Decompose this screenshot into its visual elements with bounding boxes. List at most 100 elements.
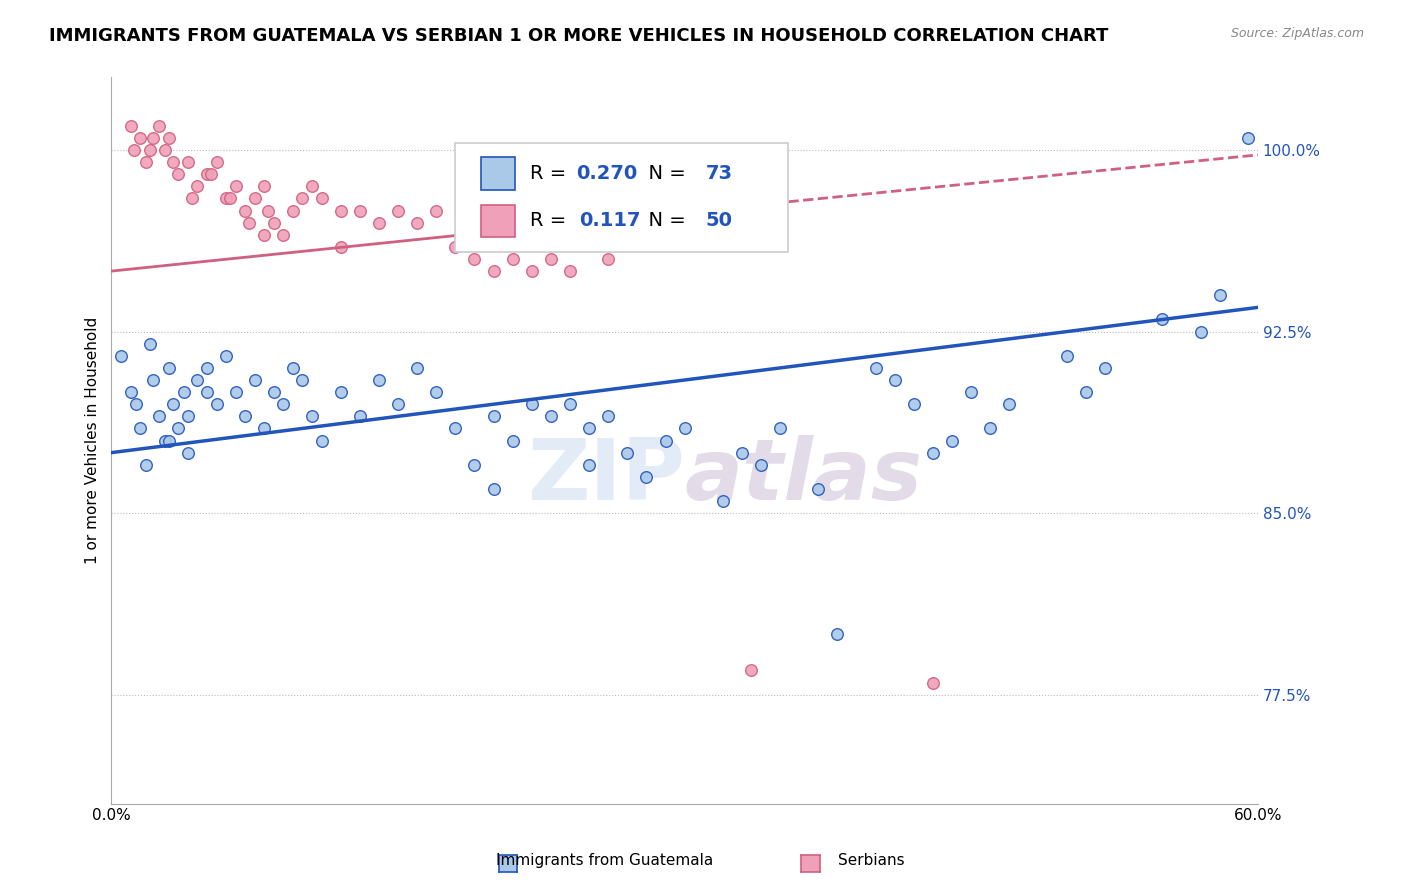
Point [157,131,180,145]
Point [125,397,148,411]
FancyBboxPatch shape [481,204,515,237]
Point [257,203,280,218]
Point [291,373,314,387]
Point [520,264,543,278]
Point [153,143,176,157]
Y-axis label: 1 or more Vehicles in Household: 1 or more Vehicles in Household [86,317,100,564]
Point [186,373,208,387]
Point [225,385,247,400]
Point [195,360,218,375]
Point [253,179,276,194]
Point [120,385,142,400]
Text: R =: R = [530,164,572,183]
Point [281,203,304,218]
Point [301,409,323,424]
Point [406,216,429,230]
Point [135,155,157,169]
Point [578,421,600,435]
Text: IMMIGRANTS FROM GUATEMALA VS SERBIAN 1 OR MORE VEHICLES IN HOUSEHOLD CORRELATION: IMMIGRANTS FROM GUATEMALA VS SERBIAN 1 O… [49,27,1108,45]
Point [598,252,620,266]
Point [922,445,945,459]
Point [129,131,152,145]
Point [827,627,849,641]
Point [349,409,371,424]
Point [1056,349,1078,363]
Point [129,421,152,435]
Point [740,664,762,678]
Point [301,179,323,194]
Point [195,385,218,400]
Point [162,397,184,411]
Text: Serbians: Serbians [838,854,905,868]
Point [998,397,1021,411]
Point [205,397,228,411]
Point [180,191,202,205]
Point [387,397,409,411]
Point [177,409,200,424]
Point [162,155,184,169]
Point [167,421,190,435]
Text: 0.117: 0.117 [579,211,641,230]
Point [173,385,195,400]
FancyBboxPatch shape [481,157,515,190]
Point [558,397,581,411]
Point [444,421,467,435]
Point [598,409,620,424]
Point [922,675,945,690]
Point [482,482,505,496]
Point [243,191,266,205]
Point [233,409,256,424]
Point [558,264,581,278]
Point [186,179,208,194]
Point [425,203,447,218]
Point [215,349,238,363]
Point [502,252,524,266]
FancyBboxPatch shape [456,143,787,252]
Point [215,191,238,205]
Point [482,264,505,278]
Point [463,252,485,266]
Point [120,119,142,133]
Point [1189,325,1212,339]
Point [238,216,260,230]
Point [243,373,266,387]
Text: 50: 50 [706,211,733,230]
Point [749,458,772,472]
Point [205,155,228,169]
Text: N =: N = [637,164,693,183]
Point [616,445,638,459]
Text: 73: 73 [706,164,733,183]
Point [387,203,409,218]
Point [177,155,200,169]
Point [225,179,247,194]
Point [110,349,132,363]
Point [153,434,176,448]
Point [157,360,180,375]
Point [540,409,562,424]
Point [941,434,963,448]
Text: N =: N = [637,211,693,230]
Point [578,227,600,242]
Point [167,167,190,181]
Point [263,216,285,230]
Point [960,385,983,400]
Point [157,434,180,448]
Point [177,445,200,459]
Point [329,240,352,254]
Point [263,385,285,400]
Point [1074,385,1097,400]
Point [124,143,146,157]
Point [253,421,276,435]
Point [281,360,304,375]
Point [540,252,562,266]
Point [865,360,887,375]
Point [138,143,160,157]
Point [138,336,160,351]
Text: atlas: atlas [685,435,922,518]
Point [273,227,295,242]
Point [769,421,792,435]
Point [200,167,222,181]
Point [979,421,1001,435]
Point [148,409,170,424]
Point [807,482,830,496]
